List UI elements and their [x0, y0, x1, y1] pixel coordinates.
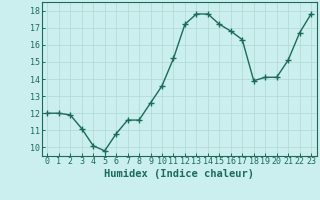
X-axis label: Humidex (Indice chaleur): Humidex (Indice chaleur): [104, 169, 254, 179]
